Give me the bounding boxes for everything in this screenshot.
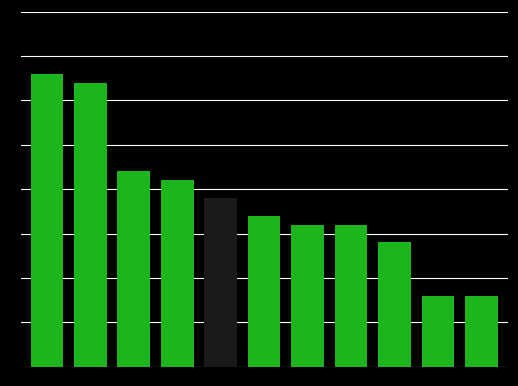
Bar [291, 225, 324, 367]
Bar [378, 242, 411, 367]
Bar [205, 198, 237, 367]
Bar [74, 83, 107, 367]
Bar [248, 216, 280, 367]
Bar [422, 296, 454, 367]
Bar [335, 225, 367, 367]
Bar [465, 296, 498, 367]
Bar [161, 180, 194, 367]
Bar [118, 171, 150, 367]
Bar [31, 74, 63, 367]
